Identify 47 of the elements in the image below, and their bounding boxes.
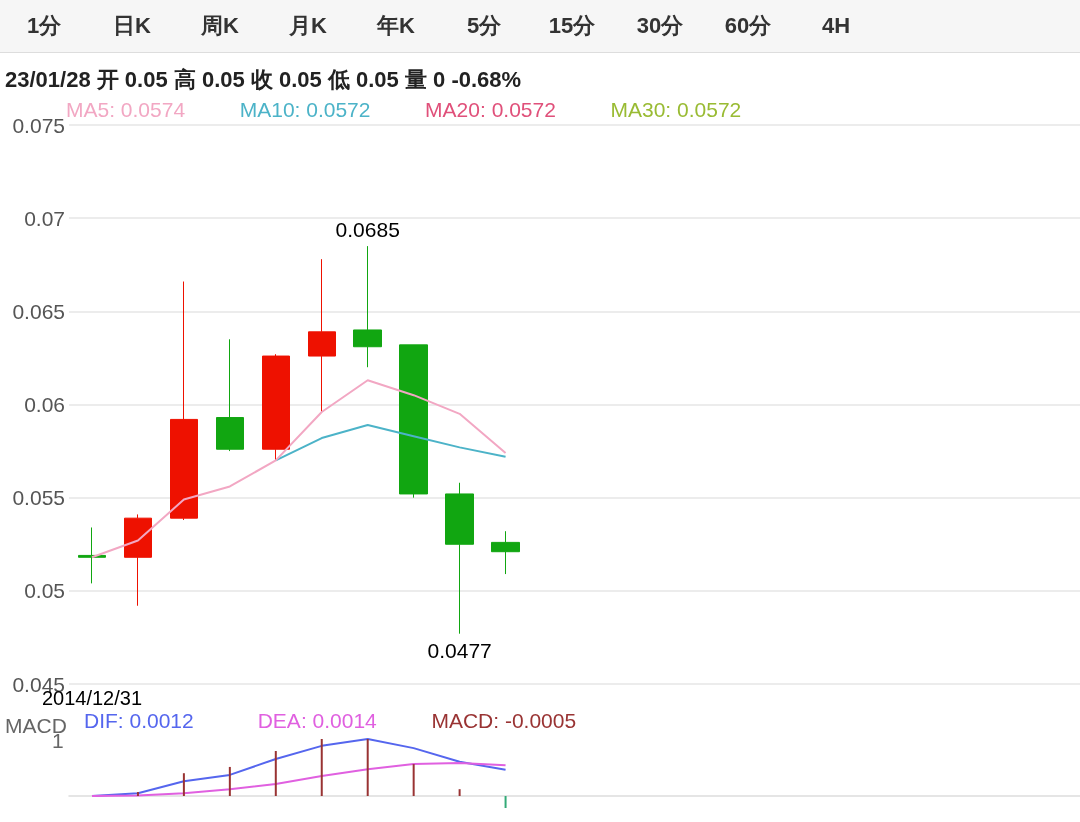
candlestick — [399, 344, 428, 499]
chart-title: 23/01/28 开 0.05 高 0.05 收 0.05 低 0.05 量 0 -0.68% — [5, 66, 522, 92]
bar — [412, 764, 415, 797]
candlestick — [353, 245, 382, 368]
text: 月K — [288, 12, 328, 40]
bar — [182, 773, 185, 797]
text: 0.0477 — [427, 638, 492, 662]
candlestick — [78, 526, 106, 584]
text: 年K — [375, 12, 416, 40]
text: 周K — [200, 12, 240, 40]
text: 15分 — [547, 12, 597, 40]
y-tick-label: 0.075 — [12, 113, 65, 137]
candlestick — [491, 530, 520, 575]
candlestick — [262, 353, 290, 461]
bar — [136, 792, 139, 797]
bar — [366, 739, 369, 797]
text: 1分 — [25, 12, 63, 40]
text: 日K — [112, 12, 152, 40]
bar — [504, 796, 507, 808]
text: 5分 — [465, 12, 503, 40]
series-label: MACD: -0.0005 — [431, 709, 577, 732]
y-tick-label: 0.06 — [24, 393, 65, 416]
candlestick — [445, 482, 474, 635]
candlestick — [170, 281, 198, 521]
y-tick-label: 0.055 — [12, 486, 65, 510]
bar — [228, 766, 231, 797]
y-tick-label: 0.065 — [12, 299, 65, 323]
line-series — [274, 424, 507, 462]
line-series — [90, 379, 507, 559]
text: DIF: 0.0012 — [84, 709, 194, 732]
legend-label: MA30: 0.0572 — [610, 98, 742, 121]
y-tick-label: 0.07 — [24, 206, 65, 230]
text: 30分 — [635, 12, 685, 40]
text: 4H — [820, 12, 852, 40]
candlestick — [308, 258, 336, 413]
legend-label: MA20: 0.0572 — [425, 98, 556, 121]
series-label: DEA: 0.0014 — [257, 709, 378, 732]
bar — [274, 750, 277, 797]
text: 60分 — [723, 12, 773, 40]
y-tick-label: 0.05 — [24, 579, 65, 603]
candlestick — [216, 338, 244, 452]
text: 0.0685 — [335, 218, 400, 242]
text: MA10: 0.0572 — [239, 98, 371, 121]
text: MA5: 0.0574 — [66, 98, 186, 121]
bar — [458, 789, 461, 797]
candlestick — [124, 513, 152, 607]
bar — [320, 739, 323, 797]
